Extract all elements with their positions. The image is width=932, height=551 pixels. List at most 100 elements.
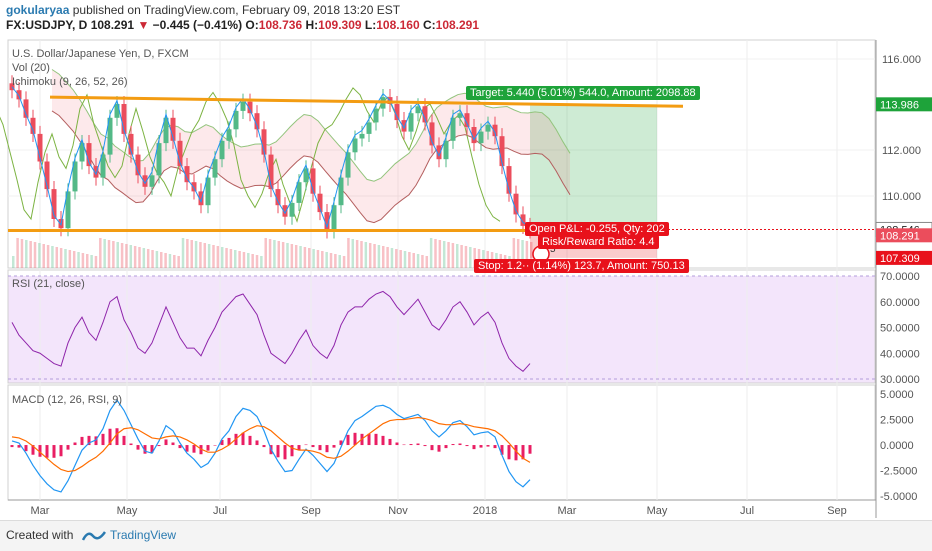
macd-legend: MACD (12, 26, RSI, 9) [12,394,123,406]
down-arrow-icon: ▼ [137,18,150,32]
header-line-2: FX:USDJPY, D 108.291 ▼ −0.445 (−0.41%) O… [6,18,479,33]
pane-frame [7,269,876,384]
macd-histogram-bar [66,445,70,450]
candle-body [107,117,113,155]
chart-canvas[interactable]: Mar May Jul Sep Nov 2018 Mar May Jul Sep 116.000 11… [0,0,932,520]
macd-histogram-bar [157,445,161,447]
author-name[interactable]: gokularyaa [6,3,70,17]
volume-bar [155,251,159,268]
macd-histogram-bar [255,440,259,446]
volume-bar [181,238,185,268]
candle-body [198,191,204,206]
volume-bar [138,247,141,268]
x-tick-label: May [117,505,138,517]
volume-bar [464,246,468,268]
ichimoku-conversion-line [11,86,531,229]
macd-signal-line [11,416,531,473]
candle-body [436,145,442,160]
volume-bar [68,250,72,268]
x-tick-label: Sep [827,505,847,517]
price-tick-label: 116.000 [882,54,921,66]
volume-bar [360,241,363,268]
candle-body [282,205,288,217]
macd-histogram-bar [325,445,329,453]
candle-body [485,124,491,132]
volume-bar [386,247,389,268]
candle-body [37,133,43,162]
ichimoku-lagging-span [0,87,501,223]
volume-bar [299,246,302,268]
macd-histogram-bar [339,440,343,446]
volume-bar [146,249,150,268]
volume-bar [294,245,298,268]
volume-bar [99,238,102,268]
symbol-label[interactable]: FX:USDJPY, D [6,18,88,32]
volume-bar [247,253,250,268]
x-tick-label: Mar [31,505,50,517]
tradingview-brand[interactable]: TradingView [110,528,177,542]
risk-reward-label[interactable]: Risk/Reward Ratio: 4.4 [538,235,659,249]
macd-tick-label: -5.0000 [880,491,917,503]
candle-body [93,166,99,178]
macd-histogram-bar [136,445,140,450]
volume-bar [255,255,259,268]
macd-histogram-bar [381,435,385,446]
volume-bar [77,252,80,268]
candle-body [191,182,197,192]
candle-body [275,189,281,206]
macd-histogram-bar [486,445,490,447]
candle-body [345,152,351,178]
low-value: 108.160 [376,18,420,32]
macd-histogram-bar [458,443,462,446]
candle-body [156,143,162,176]
candle-body [422,106,428,123]
close-price-badge-bg [876,228,932,243]
x-tick-label: May [647,505,668,517]
open-pl-label[interactable]: Open P&L: -0.255, Qty: 202 [525,222,669,236]
volume-bar [264,238,267,268]
volume-bar [107,240,111,268]
close-price-badge: 108.291 [880,230,920,242]
candle-body [457,113,463,118]
candle-body [72,161,78,192]
macd-histogram-bar [500,445,504,455]
volume-bar [325,252,328,268]
volume-bar [168,254,172,268]
candle-body [520,214,526,226]
high-label: H: [305,18,319,32]
macd-histogram-bar [45,445,49,458]
volume-bar [456,244,459,268]
volume-bar [438,240,442,268]
main-pane-title: U.S. Dollar/Japanese Yen, D, FXCM [12,48,189,60]
volume-bar [46,245,50,268]
candle-body [51,189,57,219]
volume-bar [116,242,119,268]
pane-frame [7,39,876,269]
candle-body [114,104,120,118]
stop-label[interactable]: Stop: 1.2·· (1.14%) 123.7, Amount: 750.1… [474,259,689,273]
volume-bar [403,251,407,268]
candle-body [338,177,344,206]
candle-body [303,168,309,183]
close-label: C: [422,18,436,32]
candle-body [443,140,449,160]
event-count-badge: 5 [550,244,556,255]
volume-bar [234,250,237,268]
volume-bar [342,256,346,268]
candle-body [219,140,225,160]
footer: Created with TradingView [0,520,932,551]
macd-histogram-bar [409,444,413,446]
volume-bar [469,247,472,268]
target-label[interactable]: Target: 5.440 (5.01%) 544.0, Amount: 209… [466,86,700,100]
volume-bar [473,248,476,268]
volume-bar [251,254,254,268]
macd-histogram-bar [164,439,168,446]
last-price: 108.291 [90,18,135,32]
volume-bar [334,254,337,268]
volume-bar [20,239,24,268]
candle-body [506,166,512,194]
macd-histogram-bar [493,445,497,449]
macd-line [11,399,531,493]
macd-histogram-bar [192,445,196,453]
volume-bar [321,251,324,268]
